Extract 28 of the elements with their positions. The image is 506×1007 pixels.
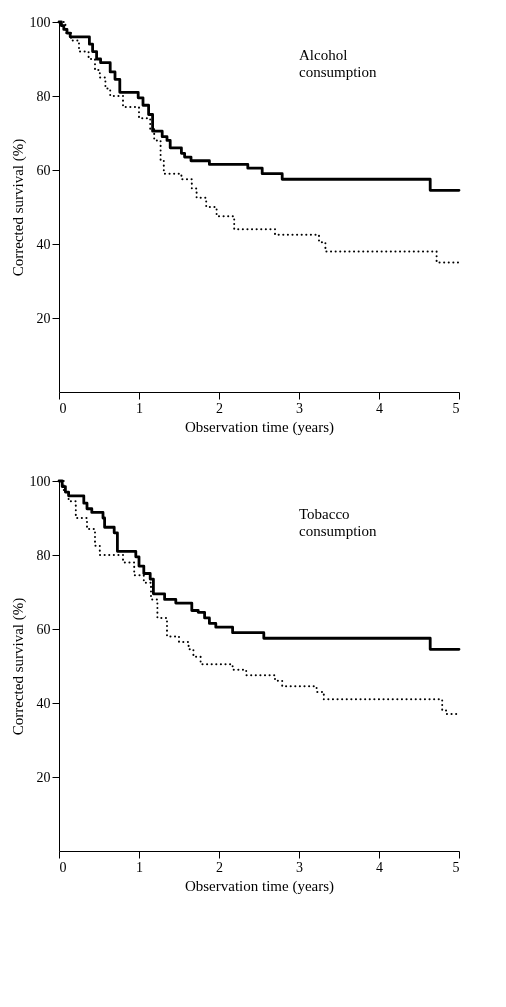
x-tick-label: 3 (296, 859, 303, 875)
y-tick-label: 100 (29, 14, 51, 30)
y-axis-title: Corrected survival (%) (9, 138, 27, 277)
x-tick-label: 2 (216, 859, 223, 875)
y-tick-label: 60 (36, 162, 51, 178)
y-tick-label: 20 (36, 310, 51, 326)
y-tick-label: 100 (29, 473, 51, 489)
x-tick-label: 5 (452, 859, 460, 875)
x-tick-label: 0 (59, 859, 67, 875)
x-tick-label: 1 (136, 400, 143, 416)
x-tick-label: 4 (376, 859, 383, 875)
y-tick-label: 60 (36, 621, 51, 637)
y-tick-label: 40 (36, 695, 51, 711)
annotation: Alcohol consumption (299, 46, 377, 80)
y-tick-label: 20 (36, 769, 51, 785)
x-axis-title: Observation time (years) (184, 418, 335, 436)
x-tick-label: 5 (452, 400, 460, 416)
annotation: Tobacco consumption (299, 505, 377, 539)
y-tick-label: 80 (36, 88, 51, 104)
x-tick-label: 2 (216, 400, 223, 416)
x-tick-label: 0 (59, 400, 67, 416)
y-tick-label: 40 (36, 236, 51, 252)
x-tick-label: 1 (136, 859, 143, 875)
y-tick-label: 80 (36, 547, 51, 563)
x-tick-label: 4 (376, 400, 383, 416)
y-axis-title: Corrected survival (%) (9, 597, 27, 736)
x-tick-label: 3 (296, 400, 303, 416)
x-axis-title: Observation time (years) (184, 877, 335, 895)
